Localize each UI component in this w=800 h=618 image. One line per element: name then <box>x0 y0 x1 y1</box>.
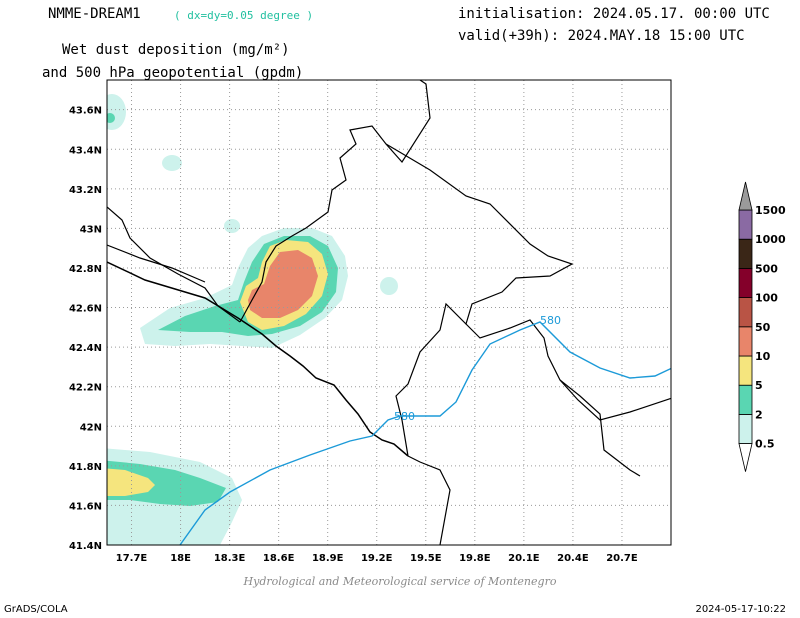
deposition-area-green <box>107 460 226 506</box>
timestamp-label: 2024-05-17-10:22 <box>695 604 786 615</box>
colorbar-upper-arrow <box>738 181 753 211</box>
colorbar-swatch <box>738 209 753 240</box>
colorbar-level-label: 500 <box>755 262 778 275</box>
deposition-patch <box>380 277 398 295</box>
y-tick-label: 42.8N <box>69 264 102 275</box>
deposition-field <box>107 94 398 545</box>
border-line <box>385 143 574 457</box>
border-line <box>559 379 671 421</box>
colorbar-swatch <box>738 297 753 328</box>
y-tick-label: 41.8N <box>69 462 102 473</box>
contour-label: 580 <box>540 314 561 327</box>
colorbar-level-label: 10 <box>755 350 771 363</box>
colorbar-swatch <box>738 238 753 269</box>
y-tick-label: 42N <box>80 422 102 433</box>
colorbar: 0.5 2 5 10 50 100 500 1000 1500 <box>738 181 786 472</box>
deposition-patch <box>162 155 182 171</box>
variable-title-line1: Wet dust deposition (mg/m²) <box>62 42 290 58</box>
x-tick-label: 19.2E <box>361 553 393 564</box>
x-tick-label: 19.8E <box>459 553 491 564</box>
y-tick-label: 42.4N <box>69 343 102 354</box>
border-line <box>465 319 641 477</box>
valid-time: valid(+39h): 2024.MAY.18 15:00 UTC <box>458 28 745 44</box>
y-tick-label: 43.2N <box>69 185 102 196</box>
deposition-patch <box>107 113 115 123</box>
border-line <box>407 455 451 545</box>
y-tick-label: 43.4N <box>69 145 102 156</box>
colorbar-level-label: 100 <box>755 292 778 305</box>
y-tick-label: 42.6N <box>69 304 102 315</box>
colorbar-level-label: 1500 <box>755 204 786 217</box>
colorbar-swatch <box>738 413 753 444</box>
deposition-patch <box>107 94 126 130</box>
colorbar-level-label: 2 <box>755 408 763 421</box>
software-label: GrADS/COLA <box>4 604 68 615</box>
border-line <box>239 80 431 323</box>
x-tick-label: 20.7E <box>606 553 638 564</box>
x-tick-label: 18.3E <box>214 553 246 564</box>
colorbar-level-label: 1000 <box>755 233 786 246</box>
y-tick-label: 43.6N <box>69 106 102 117</box>
model-title: NMME-DREAM1 <box>48 6 141 22</box>
colorbar-level-label: 50 <box>755 321 771 334</box>
x-tick-label: 19.5E <box>410 553 442 564</box>
coastlines-borders <box>107 80 671 545</box>
resolution-note: ( dx=dy=0.05 degree ) <box>174 9 314 22</box>
colorbar-swatch <box>738 355 753 386</box>
map-frame <box>106 79 672 546</box>
x-tick-label: 18.9E <box>312 553 344 564</box>
colorbar-swatch <box>738 384 753 415</box>
x-tick-label: 20.4E <box>557 553 589 564</box>
deposition-area-yellow <box>107 468 155 496</box>
grid-lines <box>107 80 671 545</box>
x-tick-label: 17.7E <box>116 553 148 564</box>
credit-line: Hydrological and Meteorological service … <box>243 575 557 588</box>
x-tick-label: 20.1E <box>508 553 540 564</box>
y-axis-ticks: 41.4N 41.6N 41.8N 42N 42.2N 42.4N 42.6N 42.8N 43… <box>69 106 102 552</box>
initialisation-time: initialisation: 2024.05.17. 00:00 UTC <box>458 6 770 22</box>
y-tick-label: 41.6N <box>69 501 102 512</box>
x-tick-label: 18.6E <box>263 553 295 564</box>
x-tick-label: 18E <box>170 553 191 564</box>
colorbar-swatch <box>738 267 753 298</box>
x-axis-ticks: 17.7E 18E 18.3E 18.6E 18.9E 19.2E 19.5E 19.8E 20… <box>116 553 638 564</box>
colorbar-lower-arrow <box>738 443 753 472</box>
contour-580-line <box>179 321 671 545</box>
y-tick-label: 43N <box>80 224 102 235</box>
colorbar-swatch <box>738 326 753 357</box>
variable-title-line2: and 500 hPa geopotential (gpdm) <box>42 65 304 81</box>
y-tick-label: 41.4N <box>69 541 102 552</box>
deposition-area-orange <box>248 250 318 318</box>
colorbar-level-label: 0.5 <box>755 438 775 451</box>
deposition-patch <box>224 219 240 233</box>
contour-label: 580 <box>394 410 415 423</box>
y-tick-label: 42.2N <box>69 383 102 394</box>
border-line <box>107 244 206 283</box>
colorbar-level-label: 5 <box>755 379 763 392</box>
geopotential-contour <box>179 321 671 545</box>
